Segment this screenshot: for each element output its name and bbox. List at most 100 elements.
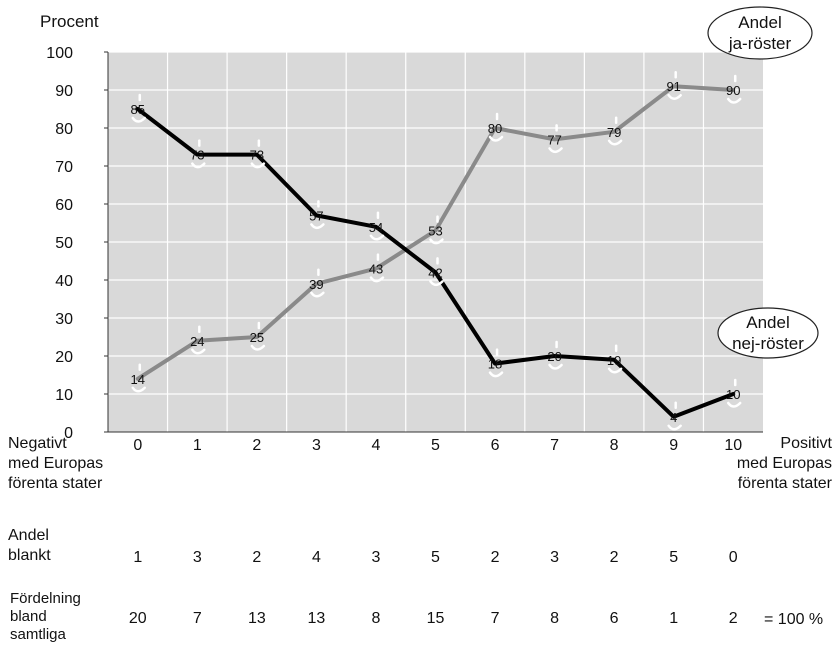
- x-tick-label: 1: [193, 437, 202, 454]
- blank-value: 5: [431, 549, 440, 566]
- data-labels: 85 73 73 57 54 42 18 20 19 4 10 14 24 25 39 43 53 80 77 79 9…: [131, 70, 742, 431]
- data-label: 4: [670, 410, 677, 425]
- data-label: 42: [428, 265, 442, 280]
- data-label: 19: [607, 353, 621, 368]
- y-tick-label: 0: [64, 425, 73, 442]
- point-marker: [191, 162, 206, 169]
- data-label: 80: [488, 121, 502, 136]
- data-label: 20: [547, 349, 561, 364]
- data-label: 77: [547, 132, 561, 147]
- x-tick-label: 4: [372, 437, 381, 454]
- data-label: 18: [488, 357, 502, 372]
- distribution-value: 2: [728, 610, 738, 627]
- blank-value: 2: [609, 549, 619, 566]
- point-marker: [369, 234, 385, 241]
- data-label: 10: [726, 387, 740, 402]
- legend-label: nej-röster: [732, 334, 804, 353]
- distribution-value: 7: [490, 610, 500, 627]
- data-label: 73: [190, 148, 204, 163]
- data-label: 53: [428, 224, 442, 239]
- y-tick-label: 60: [55, 197, 73, 214]
- data-label: 91: [666, 79, 680, 94]
- data-label: 85: [131, 102, 145, 117]
- series-lines: [135, 84, 736, 419]
- blank-value: 3: [371, 549, 381, 566]
- y-tick-label: 20: [55, 349, 73, 366]
- y-axis-title: Procent: [40, 12, 99, 31]
- x-axis-right-label: Positivt med Europas förenta stater: [736, 435, 832, 492]
- x-tick-label: 5: [431, 437, 440, 454]
- point-marker: [667, 424, 682, 431]
- data-label: 90: [726, 83, 740, 98]
- point-marker: [429, 280, 444, 287]
- blank-value: 4: [311, 549, 321, 566]
- gridlines: [108, 51, 763, 432]
- point-marker: [607, 367, 623, 374]
- legend-label: Andel: [746, 313, 789, 332]
- distribution-value: 15: [426, 610, 445, 627]
- point-marker: [667, 93, 682, 100]
- series-line-nej: [135, 107, 736, 419]
- distribution-value: 8: [550, 610, 560, 627]
- distribution-value: 1: [669, 610, 679, 627]
- distribution-value: 20: [128, 610, 147, 627]
- distribution-value: 6: [609, 610, 619, 627]
- y-tick-label: 100: [46, 45, 73, 62]
- x-tick-label: 3: [312, 437, 321, 454]
- data-label: 73: [250, 148, 264, 163]
- x-tick-label: 0: [133, 437, 142, 454]
- distribution-value: 7: [192, 610, 202, 627]
- blank-value: 2: [252, 549, 262, 566]
- x-axis-left-label: Negativt med Europas förenta stater: [8, 435, 104, 492]
- point-marker: [488, 371, 504, 378]
- y-tick-label: 30: [55, 311, 73, 328]
- point-marker: [369, 276, 385, 283]
- x-tick-label: 7: [550, 437, 559, 454]
- x-tick-label: 2: [252, 437, 261, 454]
- point-marker: [310, 223, 325, 230]
- callout-ja-bubble: [707, 6, 813, 60]
- y-axis: 0 10 20 30 40 50 60 70 80 90 100 0 1 2 3 4 5 6 7 8 9 10: [46, 45, 763, 454]
- x-tick-label: 6: [491, 437, 500, 454]
- legend-label: ja-röster: [728, 34, 792, 53]
- point-marker: [726, 401, 742, 408]
- y-tick-label: 50: [55, 235, 73, 252]
- blank-row-label: Andel blankt: [8, 527, 51, 564]
- data-label: 39: [309, 277, 323, 292]
- point-marker: [548, 147, 563, 154]
- y-tick-label: 70: [55, 159, 73, 176]
- x-tick-label: 8: [610, 437, 619, 454]
- blank-value: 5: [669, 549, 679, 566]
- distribution-value: 13: [247, 610, 266, 627]
- distribution-row-label: Fördelning bland samtliga: [10, 590, 81, 643]
- point-marker: [548, 363, 563, 370]
- y-tick-label: 80: [55, 121, 73, 138]
- point-marker: [131, 116, 147, 123]
- blank-value: 3: [550, 549, 560, 566]
- legend-label: Andel: [738, 13, 781, 32]
- point-marker: [488, 135, 504, 142]
- data-label: 24: [190, 334, 204, 349]
- point-marker: [250, 344, 266, 351]
- distribution-value: 8: [371, 610, 381, 627]
- series-line-ja: [135, 84, 736, 381]
- y-tick-label: 40: [55, 273, 73, 290]
- distribution-total: = 100 %: [764, 611, 824, 628]
- data-label: 57: [309, 208, 323, 223]
- blank-value: 2: [490, 549, 500, 566]
- point-marker: [310, 291, 325, 298]
- data-label: 79: [607, 125, 621, 140]
- data-label: 25: [250, 330, 264, 345]
- x-tick-label: 10: [724, 437, 742, 454]
- x-tick-label: 9: [669, 437, 678, 454]
- series-callouts: Andel ja-röster Andel nej-röster: [707, 6, 819, 359]
- data-label: 54: [369, 220, 383, 235]
- data-label: 43: [369, 262, 383, 277]
- point-marker: [191, 348, 206, 355]
- data-label: 14: [131, 372, 145, 387]
- blank-value: 3: [192, 549, 202, 566]
- callout-nej-bubble: [717, 307, 819, 359]
- point-marker: [131, 386, 147, 393]
- blank-value: 0: [728, 549, 738, 566]
